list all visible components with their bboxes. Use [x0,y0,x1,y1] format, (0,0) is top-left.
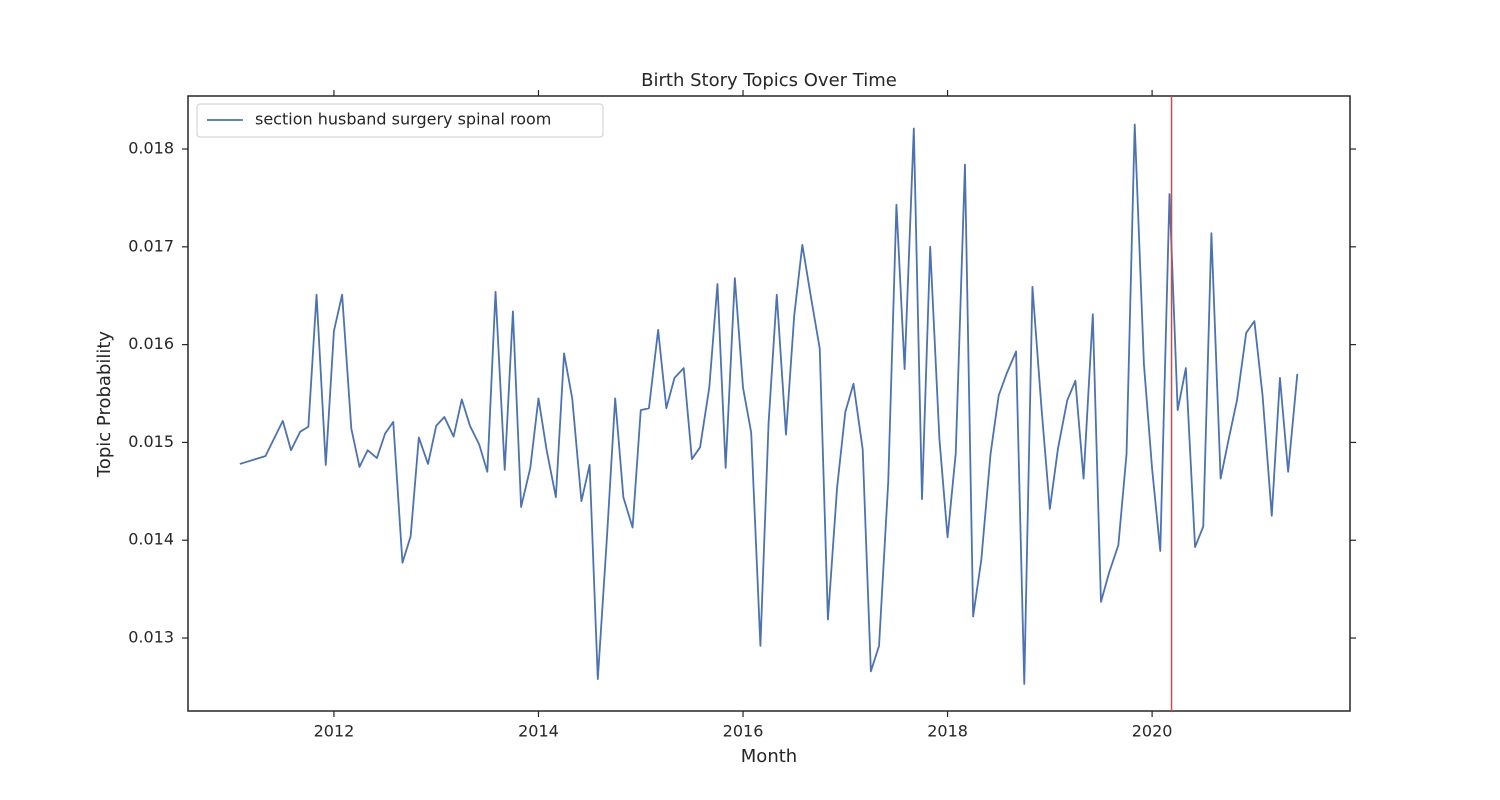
legend-box [196,103,604,138]
y-tick-label: 0.016 [128,334,174,353]
y-tick-label: 0.018 [128,139,174,158]
x-tick-label: 2018 [927,722,968,741]
x-tick-label: 2014 [518,722,559,741]
legend-label: section husband surgery spinal room [255,110,551,129]
legend: section husband surgery spinal room [196,103,604,138]
x-axis-label: Month [741,746,797,767]
chart-title: Birth Story Topics Over Time [641,70,897,91]
plot-frame [187,95,1351,712]
y-tick-label: 0.017 [128,236,174,255]
series-line [239,123,1299,685]
y-tick-label: 0.013 [128,628,174,647]
x-tick-label: 2020 [1132,722,1173,741]
x-tick-label: 2016 [723,722,764,741]
y-tick-label: 0.014 [128,530,174,549]
x-tick-label: 2012 [314,722,355,741]
y-tick-label: 0.015 [128,432,174,451]
y-axis-label: Topic Probability [94,331,115,478]
